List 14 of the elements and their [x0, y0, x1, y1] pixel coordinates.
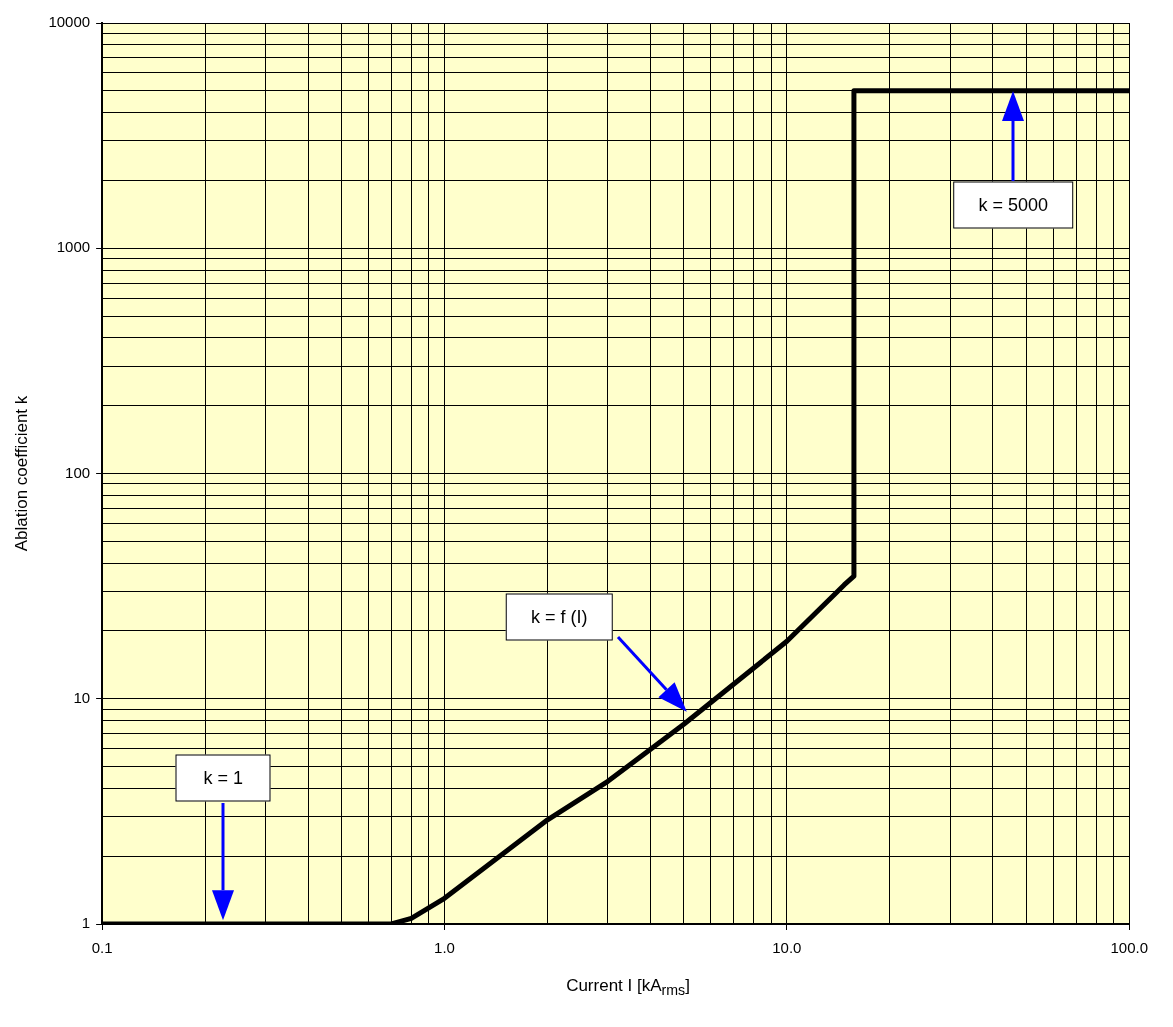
x-tick-label: 0.1: [91, 939, 113, 957]
x-tick-label: 10.0: [772, 939, 802, 957]
y-tick-label: 1: [81, 914, 91, 932]
y-tick-label: 10000: [48, 13, 91, 31]
y-tick-label: 100: [65, 463, 91, 481]
y-axis-title: Ablation coefficient k: [11, 395, 31, 552]
y-tick-label: 10: [73, 688, 91, 706]
annotation: k = f (I): [505, 593, 613, 641]
annotation: k = 1: [175, 754, 271, 802]
x-tick-label: 100.0: [1110, 939, 1149, 957]
y-tick-label: 1000: [56, 238, 91, 256]
x-axis-title: Current I [kA$_{rms}$]: [565, 976, 691, 999]
annotation: k = 5000: [953, 181, 1073, 229]
x-tick-label: 1.0: [434, 939, 455, 957]
